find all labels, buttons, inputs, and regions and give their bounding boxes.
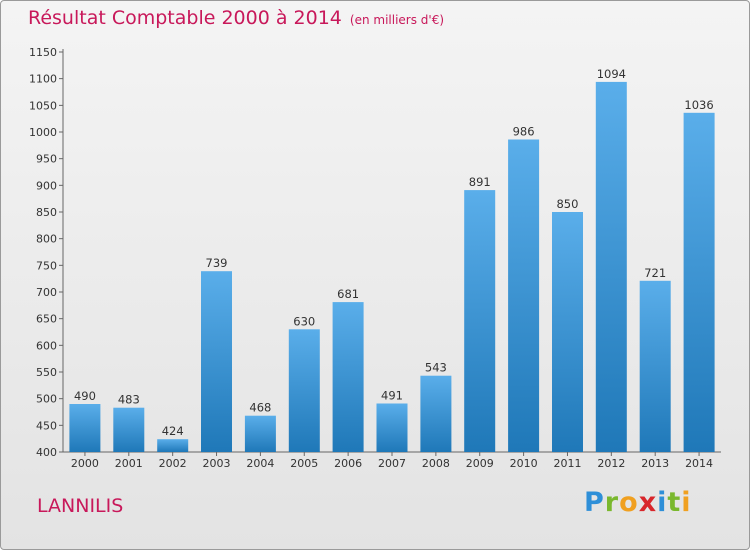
- value-label: 468: [249, 401, 271, 415]
- y-tick-label: 950: [36, 153, 57, 166]
- x-tick-label: 2001: [115, 457, 143, 470]
- x-tick-label: 2000: [71, 457, 99, 470]
- title-text: Résultat Comptable 2000 à 2014: [28, 7, 342, 29]
- value-label: 739: [206, 256, 228, 270]
- x-tick-label: 2011: [553, 457, 581, 470]
- logo-letter: i: [681, 487, 692, 518]
- x-tick-label: 2007: [378, 457, 406, 470]
- bar: [508, 139, 540, 452]
- x-tick-label: 2013: [641, 457, 669, 470]
- city-name: LANNILIS: [37, 495, 124, 517]
- y-tick-label: 1050: [29, 99, 57, 112]
- bar: [420, 375, 452, 452]
- bar: [376, 403, 408, 452]
- y-tick-label: 600: [36, 339, 57, 352]
- x-tick-label: 2014: [685, 457, 713, 470]
- logo-letter: x: [638, 487, 658, 518]
- x-tick-label: 2004: [246, 457, 274, 470]
- unit-text: (en milliers d'€): [349, 13, 445, 27]
- logo-letter: r: [604, 487, 620, 518]
- value-label: 483: [118, 393, 140, 407]
- logo-letter: o: [619, 487, 639, 518]
- bar: [639, 280, 671, 452]
- y-tick-label: 550: [36, 366, 57, 379]
- proxiti-logo: Proxiti: [584, 487, 692, 518]
- value-label: 490: [74, 389, 96, 403]
- y-tick-label: 500: [36, 393, 57, 406]
- value-label: 850: [556, 197, 578, 211]
- y-tick-label: 450: [36, 419, 57, 432]
- x-tick-label: 2005: [290, 457, 318, 470]
- x-tick-label: 2009: [466, 457, 494, 470]
- y-tick-label: 400: [36, 446, 57, 459]
- value-label: 630: [293, 314, 315, 328]
- y-tick-label: 650: [36, 313, 57, 326]
- value-label: 424: [162, 424, 184, 438]
- y-tick-label: 700: [36, 286, 57, 299]
- bar: [288, 329, 320, 452]
- value-label: 891: [469, 175, 491, 189]
- value-labels: 490 483 424 739 468 630 681 491 543 891 986 850 1094…: [74, 67, 714, 438]
- value-label: 1036: [684, 98, 713, 112]
- logo-letter: P: [584, 487, 605, 518]
- y-tick-label: 1000: [29, 126, 57, 139]
- value-label: 721: [644, 266, 666, 280]
- value-label: 491: [381, 388, 403, 402]
- bar: [595, 81, 627, 453]
- value-label: 543: [425, 361, 447, 375]
- y-tick-label: 1150: [29, 46, 57, 59]
- bar: [201, 271, 232, 452]
- y-tick-label: 750: [36, 259, 57, 272]
- x-tick-label: 2003: [203, 457, 231, 470]
- x-tick-label: 2008: [422, 457, 450, 470]
- bar: [464, 190, 496, 452]
- chart-title: Résultat Comptable 2000 à 2014 (en millie…: [28, 7, 444, 29]
- x-tick-label: 2010: [510, 457, 538, 470]
- x-tick-label: 2006: [334, 457, 362, 470]
- bar: [113, 407, 145, 452]
- value-label: 1094: [597, 67, 626, 81]
- x-tick-label: 2012: [597, 457, 625, 470]
- logo-letter: t: [667, 487, 682, 518]
- bar: [69, 404, 101, 452]
- bar: [332, 302, 364, 452]
- logo-letter: i: [657, 487, 668, 518]
- y-tick-label: 900: [36, 179, 57, 192]
- y-tick-label: 1100: [29, 73, 57, 86]
- bar: [552, 212, 583, 452]
- x-tick-label: 2002: [159, 457, 187, 470]
- value-label: 986: [513, 124, 535, 138]
- bar: [683, 112, 715, 453]
- y-tick-label: 850: [36, 206, 57, 219]
- bars: [69, 81, 715, 453]
- bar: [157, 439, 189, 452]
- bar: [244, 415, 276, 452]
- y-tick-label: 800: [36, 233, 57, 246]
- value-label: 681: [337, 287, 359, 301]
